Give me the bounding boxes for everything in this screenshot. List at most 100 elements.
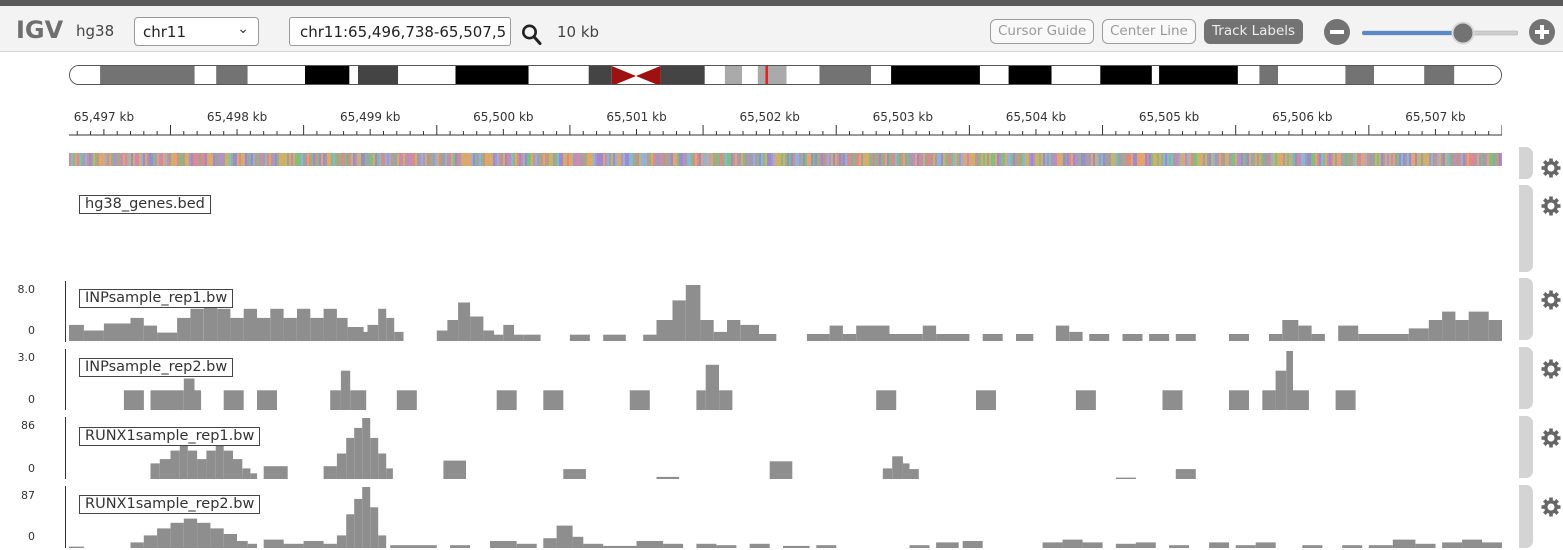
inp2-coverage-bar <box>150 390 171 410</box>
zoom-slider-thumb[interactable] <box>1451 21 1475 45</box>
sequence-base <box>163 153 165 166</box>
ruler-tick-label: 65,498 kb <box>207 110 267 124</box>
inp2-coverage-bar <box>223 390 244 410</box>
sequence-base <box>1231 153 1233 166</box>
sequence-base <box>729 153 731 166</box>
sequence-base <box>583 153 585 166</box>
sequence-base <box>125 153 127 166</box>
sequence-base <box>223 153 225 166</box>
sequence-track-gear-icon[interactable] <box>1540 157 1562 179</box>
zoom-slider[interactable] <box>1362 30 1518 36</box>
zoom-in-icon[interactable] <box>1528 18 1556 46</box>
sequence-base <box>1357 153 1359 166</box>
inp1-coverage-bar <box>378 308 387 341</box>
runx1-rep2-max-label: 87 <box>21 489 35 502</box>
sequence-track-drag-handle[interactable] <box>1519 147 1533 179</box>
sequence-base <box>885 153 887 166</box>
inp1-track-gear-icon[interactable] <box>1540 289 1562 311</box>
sequence-base <box>1331 153 1333 166</box>
sequence-base <box>553 153 555 166</box>
sequence-base <box>1103 153 1105 166</box>
igv-navbar: IGV hg38 chr11 ⌄ chr11:65,496,738-65,507… <box>0 6 1563 52</box>
inp1-coverage-bar <box>1408 328 1429 341</box>
sequence-base <box>1037 153 1039 166</box>
sequence-base <box>231 153 233 166</box>
inp1-track-drag-handle[interactable] <box>1519 278 1533 340</box>
inp1-coverage-bar <box>143 325 158 341</box>
sequence-base <box>281 153 283 166</box>
chromosome-select[interactable]: chr11 ⌄ <box>134 17 259 46</box>
inp1-coverage-bar <box>713 331 727 341</box>
locus-search-input[interactable]: chr11:65,496,738-65,507,5 <box>289 17 511 46</box>
sequence-base <box>87 153 89 166</box>
cursor-guide-button[interactable]: Cursor Guide <box>990 19 1095 44</box>
center-line-button[interactable]: Center Line <box>1102 19 1196 44</box>
sequence-base <box>303 153 305 166</box>
runx1-rep1-track-gear-icon[interactable] <box>1540 427 1562 449</box>
sequence-base <box>1367 153 1369 166</box>
sequence-base <box>751 153 753 166</box>
sequence-base <box>1045 153 1047 166</box>
inp2-track-drag-handle[interactable] <box>1519 347 1533 409</box>
sequence-base <box>343 153 345 166</box>
ideogram-band <box>786 66 820 84</box>
inp1-coverage-bar <box>1069 331 1083 341</box>
sequence-base <box>1271 153 1273 166</box>
sequence-base <box>515 153 517 166</box>
chromosome-select-value: chr11 <box>143 23 187 41</box>
sequence-base <box>317 153 319 166</box>
sequence-base <box>587 153 589 166</box>
sequence-base <box>399 153 401 166</box>
sequence-base <box>1365 153 1367 166</box>
sequence-base <box>1211 153 1213 166</box>
inp1-coverage-bar <box>569 334 590 341</box>
sequence-base <box>327 153 329 166</box>
sequence-base <box>1213 153 1215 166</box>
sequence-base <box>1455 153 1457 166</box>
sequence-base <box>293 153 295 166</box>
runx1-rep2-track-gear-icon[interactable] <box>1540 496 1562 518</box>
sequence-base <box>371 153 373 166</box>
runx1_2-coverage-bar <box>354 498 363 548</box>
sequence-base <box>1375 153 1377 166</box>
sequence-base <box>967 153 969 166</box>
sequence-base <box>719 153 721 166</box>
sequence-base <box>363 153 365 166</box>
sequence-base <box>1117 153 1119 166</box>
chromosome-ideogram[interactable] <box>69 65 1502 85</box>
sequence-base <box>1471 153 1473 166</box>
inp2-data-range-axis <box>58 349 66 410</box>
sequence-base <box>1501 153 1502 166</box>
sequence-base <box>1013 153 1015 166</box>
sequence-base <box>643 153 645 166</box>
sequence-base <box>1151 153 1153 166</box>
sequence-base <box>915 153 917 166</box>
sequence-base <box>525 153 527 166</box>
sequence-base <box>1181 153 1183 166</box>
sequence-base <box>243 153 245 166</box>
sequence-base <box>821 153 823 166</box>
sequence-base <box>1185 153 1187 166</box>
sequence-base <box>251 153 253 166</box>
sequence-base <box>817 153 819 166</box>
sequence-base <box>1415 153 1417 166</box>
sequence-base <box>887 153 889 166</box>
track-labels-button[interactable]: Track Labels <box>1204 19 1304 44</box>
sequence-base <box>509 153 511 166</box>
genes-track-drag-handle[interactable] <box>1519 185 1533 272</box>
sequence-base <box>565 153 567 166</box>
runx1-rep2-track-drag-handle[interactable] <box>1519 485 1533 548</box>
sequence-base <box>1311 153 1313 166</box>
genes-track-gear-icon[interactable] <box>1540 195 1562 217</box>
sequence-base <box>1319 153 1321 166</box>
runx1-rep1-min-label: 0 <box>28 462 35 475</box>
search-icon[interactable] <box>520 22 544 48</box>
inp2-track-gear-icon[interactable] <box>1540 358 1562 380</box>
runx1-rep1-track-drag-handle[interactable] <box>1519 416 1533 478</box>
ruler-track[interactable]: 65,497 kb 65,498 kb 65,499 kb 65,500 kb 65,5… <box>69 110 1502 146</box>
sequence-base <box>287 153 289 166</box>
sequence-base <box>677 153 679 166</box>
zoom-out-icon[interactable] <box>1323 18 1351 46</box>
sequence-base <box>1439 153 1441 166</box>
genome-label[interactable]: hg38 <box>76 22 115 40</box>
